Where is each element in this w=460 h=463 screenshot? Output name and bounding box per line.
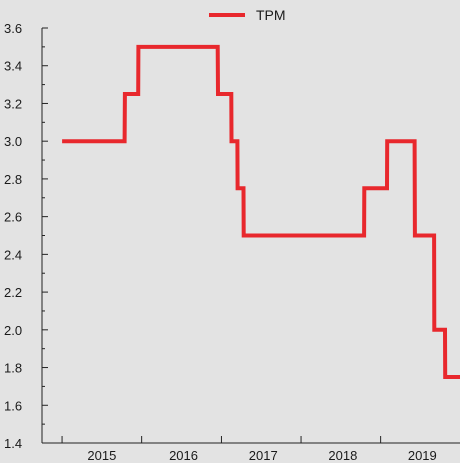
y-tick-label: 2.0	[4, 323, 22, 338]
y-tick-label: 1.4	[4, 436, 22, 451]
x-tick-label: 2019	[408, 448, 437, 463]
x-tick-label: 2017	[249, 448, 278, 463]
series-line-tpm	[62, 44, 460, 379]
y-tick-label: 1.8	[4, 361, 22, 376]
legend-label: TPM	[256, 7, 286, 23]
y-tick-label: 2.2	[4, 285, 22, 300]
y-tick-label: 3.4	[4, 59, 22, 74]
y-tick-label: 2.8	[4, 172, 22, 187]
axes: 1.4 1.6 1.8 2.0 2.2 2.4 2.6 2.8 3.0 3.2 3.4 3.6 2015…	[4, 21, 460, 463]
y-tick-label: 3.2	[4, 96, 22, 111]
x-tick-label: 2018	[328, 448, 357, 463]
legend: TPM	[209, 7, 286, 23]
x-tick-label: 2015	[87, 448, 116, 463]
y-tick-label: 2.6	[4, 210, 22, 225]
y-tick-label: 3.0	[4, 134, 22, 149]
y-tick-label: 1.6	[4, 398, 22, 413]
x-tick-label: 2016	[169, 448, 198, 463]
series-group	[62, 44, 460, 379]
y-tick-label: 3.6	[4, 21, 22, 36]
y-tick-label: 2.4	[4, 247, 22, 262]
